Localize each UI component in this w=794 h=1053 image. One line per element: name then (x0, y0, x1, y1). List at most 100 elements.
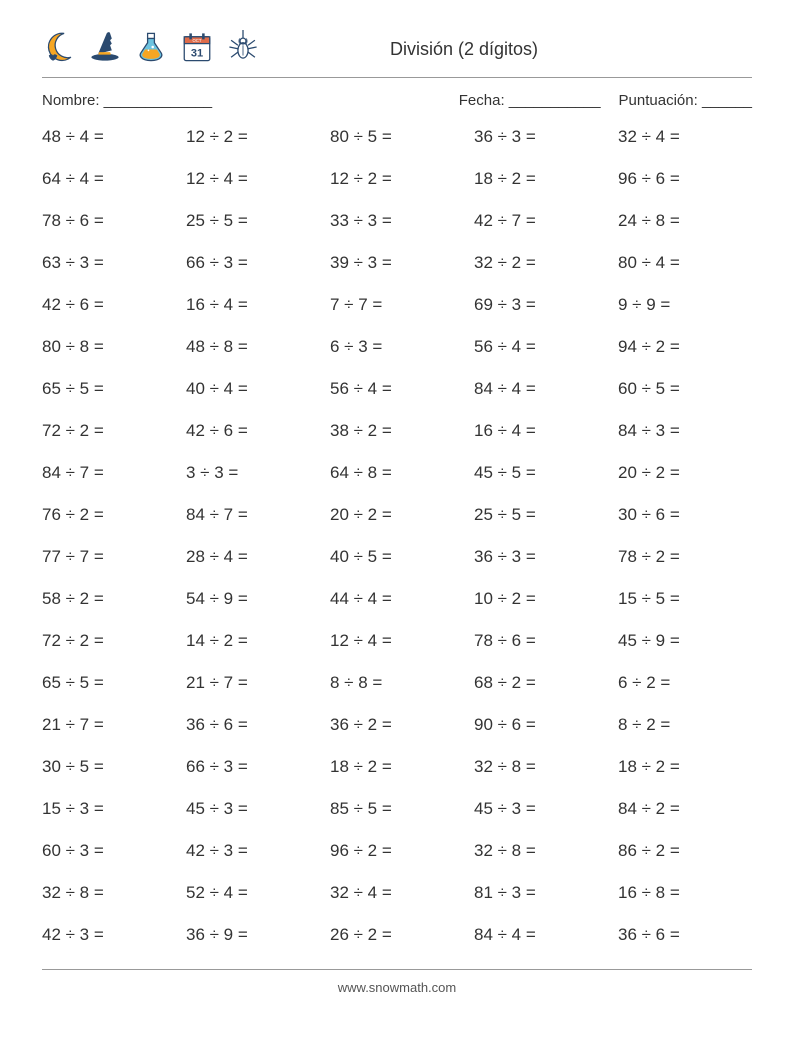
problem-cell: 33 ÷ 3 = (330, 211, 464, 231)
problem-cell: 78 ÷ 6 = (42, 211, 176, 231)
problem-cell: 42 ÷ 3 = (186, 841, 320, 861)
problem-cell: 60 ÷ 5 = (618, 379, 752, 399)
problem-cell: 32 ÷ 4 = (330, 883, 464, 903)
problem-cell: 12 ÷ 2 = (186, 127, 320, 147)
problem-cell: 76 ÷ 2 = (42, 505, 176, 525)
problem-cell: 16 ÷ 4 = (186, 295, 320, 315)
problem-cell: 16 ÷ 4 = (474, 421, 608, 441)
problem-cell: 84 ÷ 7 = (42, 463, 176, 483)
problem-cell: 80 ÷ 4 = (618, 253, 752, 273)
problem-cell: 45 ÷ 5 = (474, 463, 608, 483)
problem-cell: 78 ÷ 6 = (474, 631, 608, 651)
problem-cell: 45 ÷ 9 = (618, 631, 752, 651)
problem-cell: 54 ÷ 9 = (186, 589, 320, 609)
problem-cell: 84 ÷ 4 = (474, 379, 608, 399)
problem-cell: 40 ÷ 4 = (186, 379, 320, 399)
problem-cell: 24 ÷ 8 = (618, 211, 752, 231)
problem-cell: 72 ÷ 2 = (42, 631, 176, 651)
score-field: Puntuación: ______ (619, 92, 752, 109)
problem-cell: 94 ÷ 2 = (618, 337, 752, 357)
date-field: Fecha: ___________ (459, 92, 601, 109)
problem-cell: 36 ÷ 6 = (186, 715, 320, 735)
problem-cell: 10 ÷ 2 = (474, 589, 608, 609)
problem-cell: 36 ÷ 3 = (474, 127, 608, 147)
problem-cell: 60 ÷ 3 = (42, 841, 176, 861)
problem-cell: 21 ÷ 7 = (186, 673, 320, 693)
problem-cell: 48 ÷ 4 = (42, 127, 176, 147)
problem-cell: 32 ÷ 8 = (474, 841, 608, 861)
problem-cell: 56 ÷ 4 = (474, 337, 608, 357)
problem-cell: 42 ÷ 6 = (42, 295, 176, 315)
problem-cell: 63 ÷ 3 = (42, 253, 176, 273)
problem-cell: 6 ÷ 3 = (330, 337, 464, 357)
problem-cell: 12 ÷ 2 = (330, 169, 464, 189)
problems-grid: 48 ÷ 4 = 12 ÷ 2 = 80 ÷ 5 = 36 ÷ 3 = 32 ÷ 4 =… (42, 127, 752, 945)
problem-cell: 80 ÷ 5 = (330, 127, 464, 147)
problem-cell: 56 ÷ 4 = (330, 379, 464, 399)
problem-cell: 64 ÷ 4 = (42, 169, 176, 189)
problem-cell: 42 ÷ 6 = (186, 421, 320, 441)
calendar-icon: OCT 31 (180, 30, 214, 69)
problem-cell: 9 ÷ 9 = (618, 295, 752, 315)
problem-cell: 77 ÷ 7 = (42, 547, 176, 567)
footer-rule (42, 969, 752, 970)
problem-cell: 38 ÷ 2 = (330, 421, 464, 441)
problem-cell: 36 ÷ 9 = (186, 925, 320, 945)
problem-cell: 18 ÷ 2 = (330, 757, 464, 777)
svg-text:31: 31 (191, 47, 203, 59)
problem-cell: 20 ÷ 2 = (330, 505, 464, 525)
problem-cell: 58 ÷ 2 = (42, 589, 176, 609)
problem-cell: 78 ÷ 2 = (618, 547, 752, 567)
problem-cell: 20 ÷ 2 = (618, 463, 752, 483)
problem-cell: 15 ÷ 3 = (42, 799, 176, 819)
problem-cell: 84 ÷ 7 = (186, 505, 320, 525)
problem-cell: 36 ÷ 3 = (474, 547, 608, 567)
problem-cell: 36 ÷ 6 = (618, 925, 752, 945)
problem-cell: 81 ÷ 3 = (474, 883, 608, 903)
problem-cell: 25 ÷ 5 = (186, 211, 320, 231)
problem-cell: 25 ÷ 5 = (474, 505, 608, 525)
problem-cell: 84 ÷ 4 = (474, 925, 608, 945)
problem-cell: 12 ÷ 4 = (330, 631, 464, 651)
footer-text: www.snowmath.com (42, 980, 752, 995)
name-field: Nombre: _____________ (42, 92, 459, 109)
problem-cell: 14 ÷ 2 = (186, 631, 320, 651)
problem-cell: 44 ÷ 4 = (330, 589, 464, 609)
problem-cell: 16 ÷ 8 = (618, 883, 752, 903)
problem-cell: 42 ÷ 3 = (42, 925, 176, 945)
problem-cell: 18 ÷ 2 = (474, 169, 608, 189)
problem-cell: 30 ÷ 5 = (42, 757, 176, 777)
problem-cell: 32 ÷ 8 = (474, 757, 608, 777)
header-row: OCT 31 División (2 dígitos) (42, 30, 752, 69)
problem-cell: 28 ÷ 4 = (186, 547, 320, 567)
problem-cell: 84 ÷ 3 = (618, 421, 752, 441)
problem-cell: 42 ÷ 7 = (474, 211, 608, 231)
problem-cell: 72 ÷ 2 = (42, 421, 176, 441)
problem-cell: 65 ÷ 5 = (42, 673, 176, 693)
problem-cell: 80 ÷ 8 = (42, 337, 176, 357)
worksheet-title: División (2 dígitos) (210, 39, 718, 60)
problem-cell: 12 ÷ 4 = (186, 169, 320, 189)
problem-cell: 84 ÷ 2 = (618, 799, 752, 819)
moon-icon (42, 30, 76, 69)
problem-cell: 64 ÷ 8 = (330, 463, 464, 483)
header-rule (42, 77, 752, 78)
problem-cell: 36 ÷ 2 = (330, 715, 464, 735)
problem-cell: 7 ÷ 7 = (330, 295, 464, 315)
problem-cell: 8 ÷ 8 = (330, 673, 464, 693)
problem-cell: 48 ÷ 8 = (186, 337, 320, 357)
problem-cell: 90 ÷ 6 = (474, 715, 608, 735)
problem-cell: 96 ÷ 2 = (330, 841, 464, 861)
witch-hat-icon (88, 30, 122, 69)
problem-cell: 26 ÷ 2 = (330, 925, 464, 945)
potion-icon (134, 30, 168, 69)
problem-cell: 66 ÷ 3 = (186, 757, 320, 777)
info-row: Nombre: _____________ Fecha: ___________… (42, 92, 752, 109)
problem-cell: 6 ÷ 2 = (618, 673, 752, 693)
problem-cell: 32 ÷ 4 = (618, 127, 752, 147)
problem-cell: 8 ÷ 2 = (618, 715, 752, 735)
problem-cell: 66 ÷ 3 = (186, 253, 320, 273)
problem-cell: 85 ÷ 5 = (330, 799, 464, 819)
problem-cell: 21 ÷ 7 = (42, 715, 176, 735)
problem-cell: 40 ÷ 5 = (330, 547, 464, 567)
